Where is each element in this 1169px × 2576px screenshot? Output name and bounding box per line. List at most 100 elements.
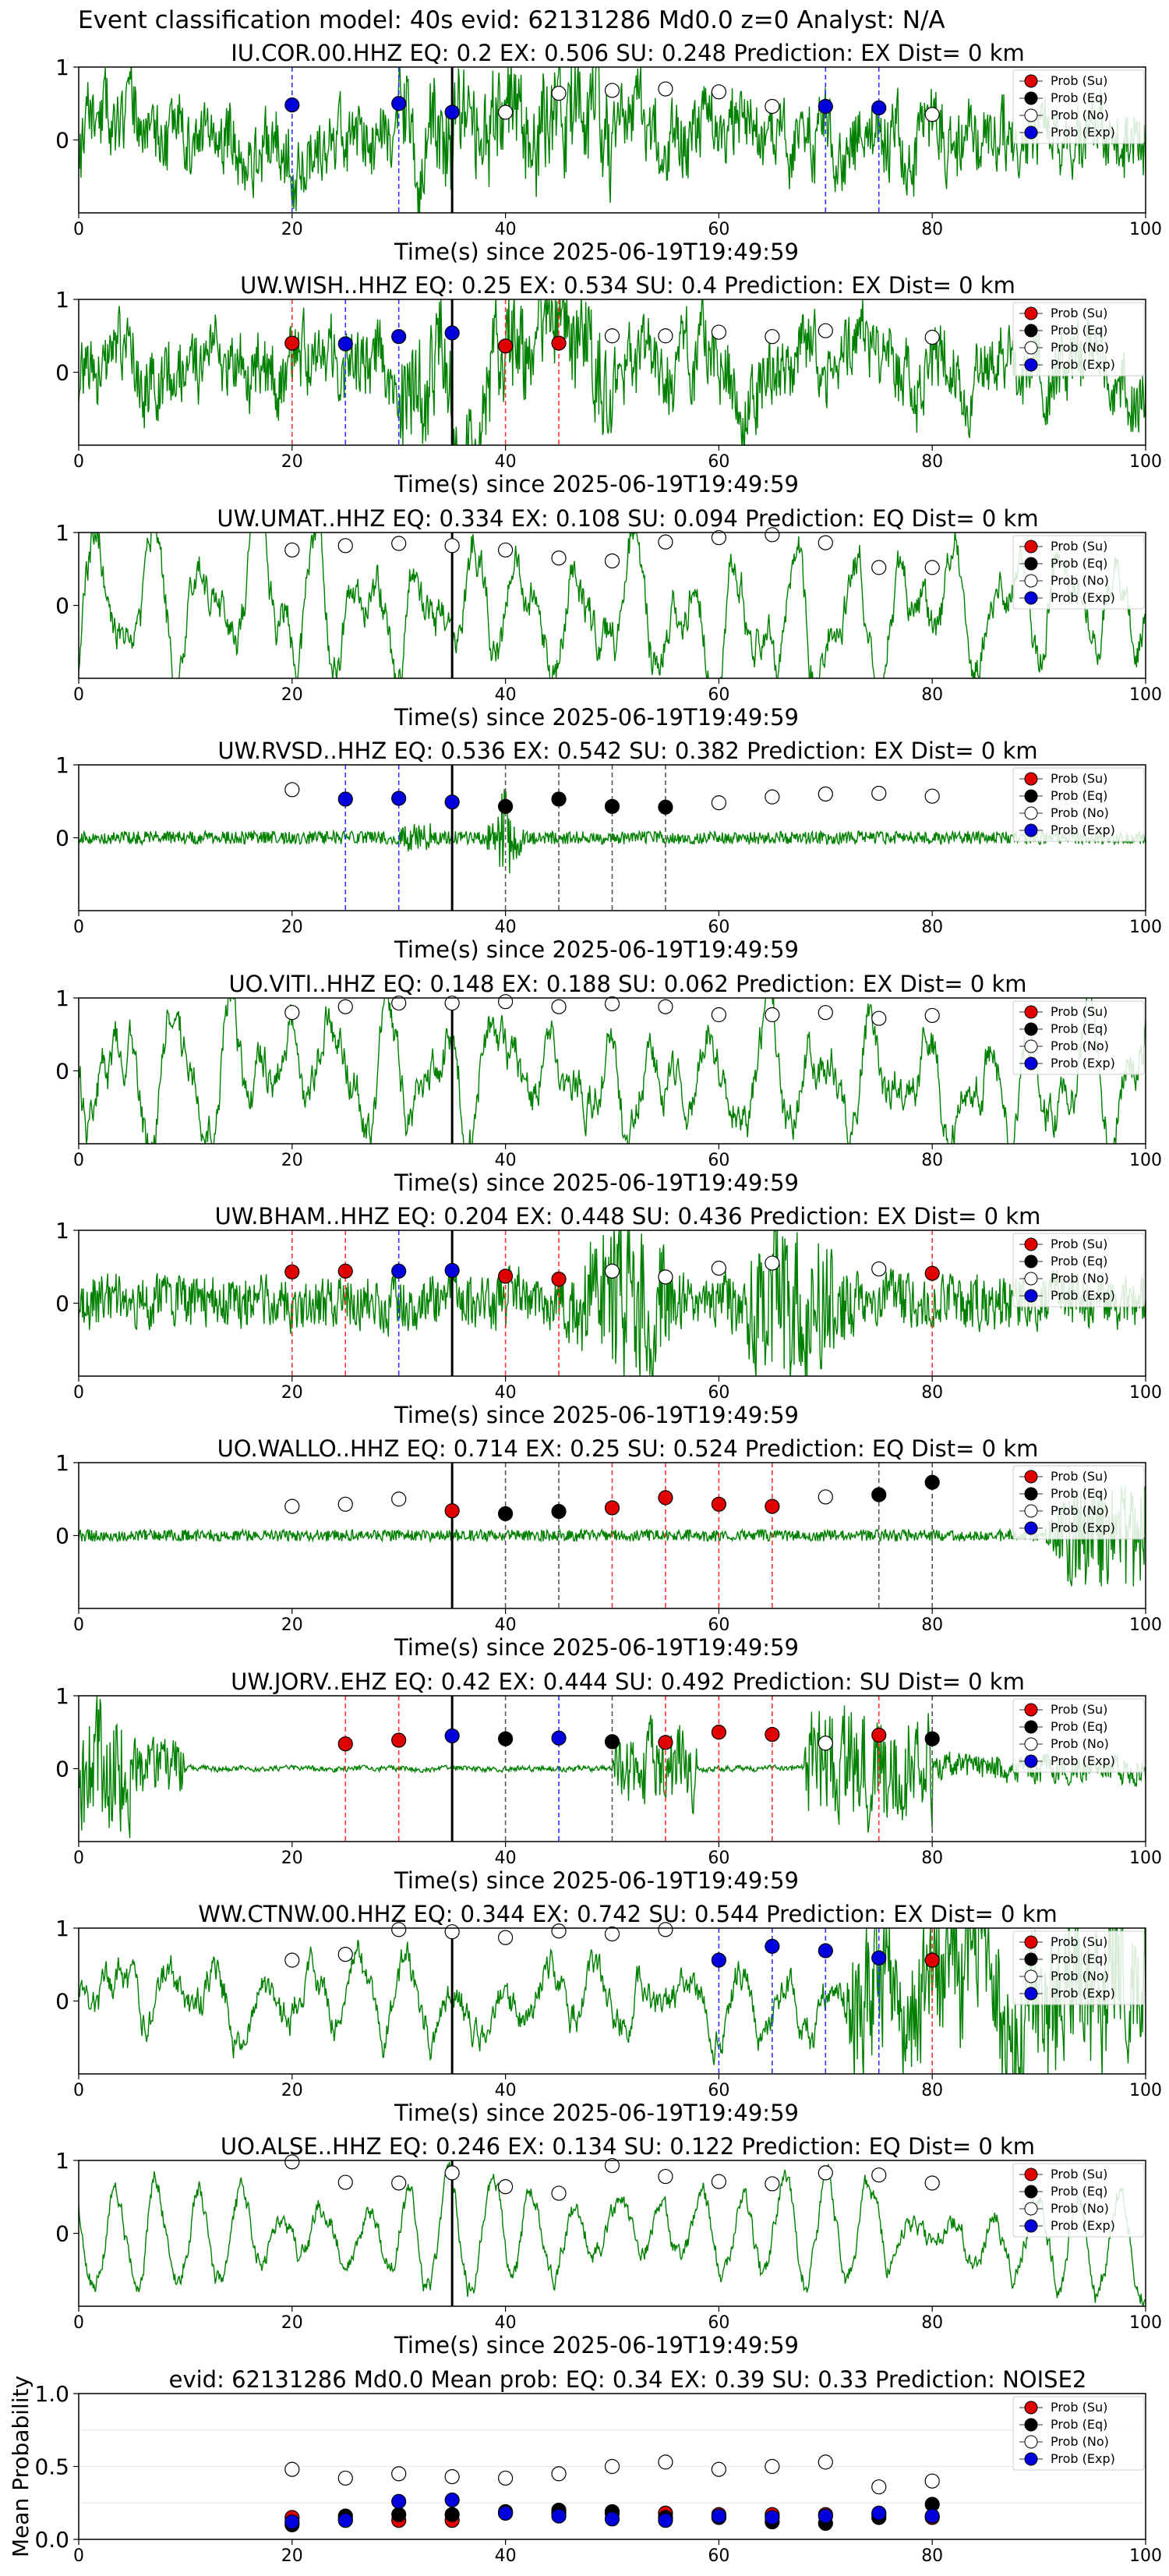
legend: Prob (Su) Prob (Eq) Prob (No) Prob (Exp) bbox=[1012, 1698, 1145, 1773]
legend-box bbox=[1012, 2163, 1145, 2238]
plot-frame bbox=[78, 997, 1146, 1145]
prob-point-no bbox=[337, 538, 353, 554]
subplot: UW.JORV..EHZ EQ: 0.42 EX: 0.444 SU: 0.49… bbox=[55, 1668, 1162, 1894]
x-tick-label: 0 bbox=[73, 2081, 84, 2100]
x-tick-label: 20 bbox=[281, 2546, 303, 2566]
prob-point-eq bbox=[604, 798, 620, 814]
prob-point-no bbox=[818, 323, 833, 338]
legend-label: Prob (No) bbox=[1051, 340, 1109, 355]
prob-point-no bbox=[765, 1255, 780, 1271]
legend-label: Prob (No) bbox=[1051, 1736, 1109, 1751]
prob-point-no bbox=[284, 542, 300, 558]
prob-point-exp bbox=[444, 1262, 460, 1279]
waveform-trace bbox=[79, 998, 1146, 1144]
prob-point-no bbox=[284, 782, 300, 798]
subplot: IU.COR.00.HHZ EQ: 0.2 EX: 0.506 SU: 0.24… bbox=[55, 40, 1162, 265]
x-tick-label: 40 bbox=[495, 1383, 517, 1403]
legend-label: Prob (Exp) bbox=[1051, 1753, 1115, 1768]
prob-point-no bbox=[497, 994, 514, 1010]
x-tick-label: 80 bbox=[921, 452, 943, 472]
prob-point-no bbox=[444, 995, 460, 1011]
legend: Prob (Su) Prob (Eq) Prob (No) Prob (Exp) bbox=[1012, 2163, 1145, 2238]
legend-label: Prob (Su) bbox=[1051, 73, 1107, 88]
x-tick-label: 60 bbox=[708, 918, 729, 937]
prob-point-su bbox=[924, 1265, 940, 1281]
prob-point-no bbox=[604, 328, 620, 344]
x-tick-label: 80 bbox=[921, 918, 943, 937]
prob-point-no bbox=[284, 1005, 300, 1021]
legend-marker-exp bbox=[1024, 1521, 1038, 1535]
legend-marker-eq bbox=[1024, 2418, 1038, 2432]
prob-point-no bbox=[284, 2154, 300, 2170]
waveform-trace bbox=[79, 67, 1146, 213]
legend-label: Prob (Su) bbox=[1051, 1934, 1107, 1949]
legend-marker-eq bbox=[1024, 1022, 1038, 1036]
y-tick-label: 0 bbox=[55, 1989, 69, 2015]
prob-point-eq bbox=[551, 1504, 567, 1520]
prob-point-exp bbox=[551, 1730, 567, 1746]
legend-marker-eq bbox=[1024, 91, 1038, 105]
legend-marker-su bbox=[1024, 1237, 1038, 1251]
x-tick-label: 100 bbox=[1129, 452, 1162, 472]
x-tick-label: 100 bbox=[1129, 918, 1162, 937]
mean-prob-point-exp bbox=[604, 2511, 620, 2527]
legend-marker-no bbox=[1024, 341, 1038, 355]
prob-point-eq bbox=[497, 798, 514, 814]
x-tick-label: 80 bbox=[921, 2081, 943, 2100]
legend-marker-exp bbox=[1024, 2219, 1038, 2233]
y-tick-label: 1 bbox=[55, 2148, 69, 2174]
prob-point-no bbox=[658, 1269, 673, 1285]
legend-box bbox=[1012, 1698, 1145, 1773]
waveform-trace bbox=[79, 1485, 1146, 1587]
prob-point-no bbox=[444, 2165, 460, 2181]
prob-point-no bbox=[337, 2174, 353, 2190]
legend: Prob (Su) Prob (Eq) Prob (No) Prob (Exp) bbox=[1012, 1930, 1145, 2005]
x-tick-label: 80 bbox=[921, 685, 943, 705]
legend-box bbox=[1012, 2396, 1145, 2471]
mean-prob-point-no bbox=[497, 2470, 514, 2486]
figure-title: Event classification model: 40s evid: 62… bbox=[78, 6, 945, 34]
legend-label: Prob (Eq) bbox=[1051, 556, 1107, 571]
mean-prob-point-exp bbox=[658, 2513, 673, 2528]
y-tick-label: 1 bbox=[55, 1916, 69, 1941]
y-tick-label: 1 bbox=[55, 752, 69, 778]
y-tick-label: 0 bbox=[55, 1523, 69, 1549]
legend-label: Prob (Su) bbox=[1051, 2167, 1107, 2181]
prob-point-no bbox=[604, 2157, 620, 2174]
prob-point-su bbox=[924, 1952, 940, 1968]
prob-point-no bbox=[551, 2185, 567, 2201]
x-tick-label: 0 bbox=[73, 1849, 84, 1868]
y-tick-label: 0.5 bbox=[34, 2454, 69, 2480]
subplot: UO.WALLO..HHZ EQ: 0.714 EX: 0.25 SU: 0.5… bbox=[55, 1435, 1162, 1661]
legend-label: Prob (Exp) bbox=[1051, 2451, 1115, 2466]
prob-point-eq bbox=[658, 799, 673, 815]
prob-point-no bbox=[818, 786, 833, 802]
legend-label: Prob (No) bbox=[1051, 1969, 1109, 1983]
subplot: UW.RVSD..HHZ EQ: 0.536 EX: 0.542 SU: 0.3… bbox=[55, 738, 1162, 963]
x-tick-label: 20 bbox=[281, 1151, 303, 1170]
prob-point-no bbox=[711, 1261, 727, 1276]
mean-prob-point-eq bbox=[391, 2507, 407, 2522]
prob-point-no bbox=[818, 1736, 833, 1751]
legend-box bbox=[1012, 1000, 1145, 1075]
subplot-title: WW.CTNW.00.HHZ EQ: 0.344 EX: 0.742 SU: 0… bbox=[198, 1901, 1058, 1927]
legend-label: Prob (Exp) bbox=[1051, 590, 1115, 605]
legend-marker-exp bbox=[1024, 358, 1038, 372]
x-tick-label: 100 bbox=[1129, 685, 1162, 705]
prob-point-eq bbox=[871, 1487, 887, 1502]
x-axis-label: Time(s) since 2025-06-19T19:49:59 bbox=[394, 2332, 799, 2358]
x-tick-label: 40 bbox=[495, 918, 517, 937]
x-tick-label: 40 bbox=[495, 1151, 517, 1170]
prob-point-exp bbox=[444, 325, 460, 341]
prob-point-no bbox=[924, 788, 940, 804]
prob-point-su bbox=[497, 338, 514, 354]
legend-marker-exp bbox=[1024, 2452, 1038, 2466]
prob-point-no bbox=[871, 1010, 887, 1026]
y-tick-label: 0 bbox=[55, 1757, 69, 1782]
legend-marker-exp bbox=[1024, 1056, 1038, 1070]
legend-marker-eq bbox=[1024, 1254, 1038, 1269]
prob-point-su bbox=[765, 1726, 780, 1743]
subplot: UO.ALSE..HHZ EQ: 0.246 EX: 0.134 SU: 0.1… bbox=[55, 2133, 1162, 2358]
prob-point-no bbox=[711, 2174, 727, 2189]
